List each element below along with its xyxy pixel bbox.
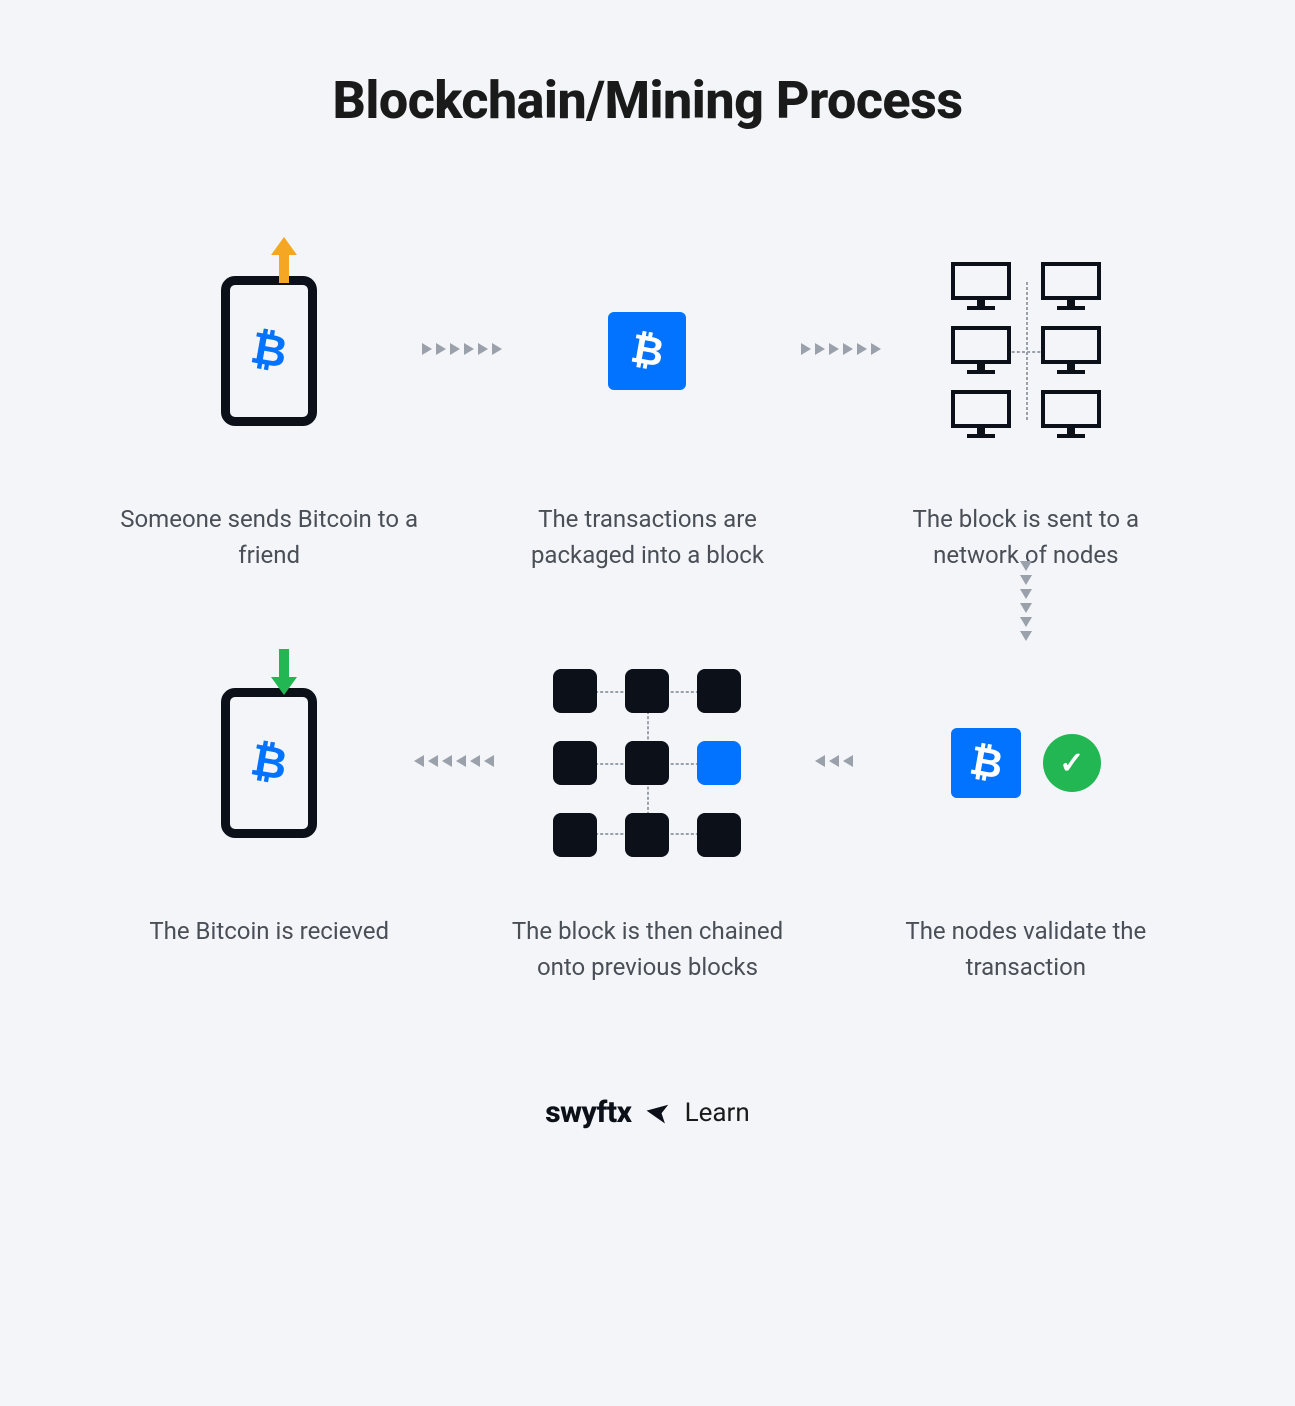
step-network: The block is sent to a network of nodes <box>837 251 1215 573</box>
brand-bird-icon: ➤ <box>643 1093 674 1132</box>
step-caption: The nodes validate the transaction <box>876 913 1176 985</box>
step-send: ₿ Someone sends Bitcoin to a friend <box>80 251 458 573</box>
page-title: Blockchain/Mining Process <box>332 70 962 131</box>
flow-arrow-left-icon <box>414 755 494 767</box>
validate-icon: ₿ ✓ <box>951 728 1101 798</box>
phone-receive-icon: ₿ <box>221 688 317 838</box>
brand-sub: Learn <box>685 1098 750 1128</box>
process-grid: ₿ Someone sends Bitcoin to a friend ₿ Th… <box>80 251 1215 985</box>
block-icon: ₿ <box>608 312 686 390</box>
step-caption: The block is then chained onto previous … <box>497 913 797 985</box>
bitcoin-icon: ₿ <box>247 735 291 790</box>
flow-arrow-right-icon <box>422 343 502 355</box>
bitcoin-icon: ₿ <box>966 738 1006 788</box>
step-caption: The transactions are packaged into a blo… <box>497 501 797 573</box>
monitors-icon <box>951 262 1101 440</box>
bitcoin-icon: ₿ <box>247 323 291 378</box>
brand-footer: swyftx ➤ Learn <box>545 1095 749 1130</box>
checkmark-icon: ✓ <box>1043 734 1101 792</box>
step-caption: The Bitcoin is recieved <box>149 913 389 949</box>
step-chain: The block is then chained onto previous … <box>458 663 836 985</box>
step-validate: ₿ ✓ The nodes validate the transaction <box>837 663 1215 985</box>
flow-arrow-right-icon <box>801 343 881 355</box>
step-package: ₿ The transactions are packaged into a b… <box>458 251 836 573</box>
step-caption: Someone sends Bitcoin to a friend <box>119 501 419 573</box>
step-receive: ₿ The Bitcoin is recieved <box>80 663 458 985</box>
chain-icon <box>553 669 741 857</box>
phone-send-icon: ₿ <box>221 276 317 426</box>
brand-name: swyftx <box>545 1095 631 1130</box>
flow-arrow-down-icon <box>1020 561 1032 641</box>
bitcoin-icon: ₿ <box>628 326 668 376</box>
flow-arrow-left-icon <box>815 755 853 767</box>
